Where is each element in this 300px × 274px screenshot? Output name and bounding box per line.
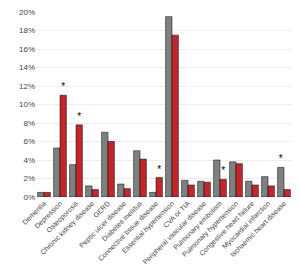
svg-text:Depression: Depression (33, 200, 64, 231)
svg-text:Myocardial infarction: Myocardial infarction (221, 200, 272, 251)
svg-text:GERD: GERD (92, 200, 111, 219)
svg-text:4%: 4% (23, 156, 35, 165)
svg-text:16%: 16% (19, 45, 35, 54)
svg-text:Pulmonary embolism: Pulmonary embolism (172, 200, 224, 252)
svg-text:20%: 20% (19, 8, 35, 17)
svg-text:8%: 8% (23, 119, 35, 128)
svg-text:Pulmonary hypertension: Pulmonary hypertension (181, 200, 240, 259)
svg-text:Peptic ulcer disease: Peptic ulcer disease (78, 200, 128, 250)
svg-text:Dementia: Dementia (21, 200, 47, 226)
svg-text:*: * (221, 165, 225, 176)
svg-text:Peripheral vascular disease: Peripheral vascular disease (141, 200, 208, 267)
svg-text:*: * (279, 153, 283, 164)
svg-text:0%: 0% (23, 193, 35, 202)
svg-text:14%: 14% (19, 63, 35, 72)
svg-text:Connective tissue disease: Connective tissue disease (97, 200, 160, 263)
svg-text:Diabetes mellitus: Diabetes mellitus (101, 199, 144, 242)
svg-text:Essential hypertension: Essential hypertension (120, 200, 176, 256)
svg-text:2%: 2% (23, 174, 35, 183)
svg-text:Osteoporosis: Osteoporosis (45, 199, 80, 234)
svg-text:Chronic kidney disease: Chronic kidney disease (39, 200, 96, 257)
svg-text:*: * (157, 164, 161, 175)
svg-text:*: * (61, 81, 65, 92)
svg-text:12%: 12% (19, 82, 35, 91)
svg-text:*: * (77, 111, 81, 122)
svg-text:Congestive heart failure: Congestive heart failure (198, 200, 256, 258)
svg-text:10%: 10% (19, 100, 35, 109)
svg-text:18%: 18% (19, 26, 35, 35)
svg-text:Ischaemic heart disease: Ischaemic heart disease (229, 200, 287, 258)
svg-text:CVA or TIA: CVA or TIA (162, 200, 191, 229)
svg-text:6%: 6% (23, 137, 35, 146)
